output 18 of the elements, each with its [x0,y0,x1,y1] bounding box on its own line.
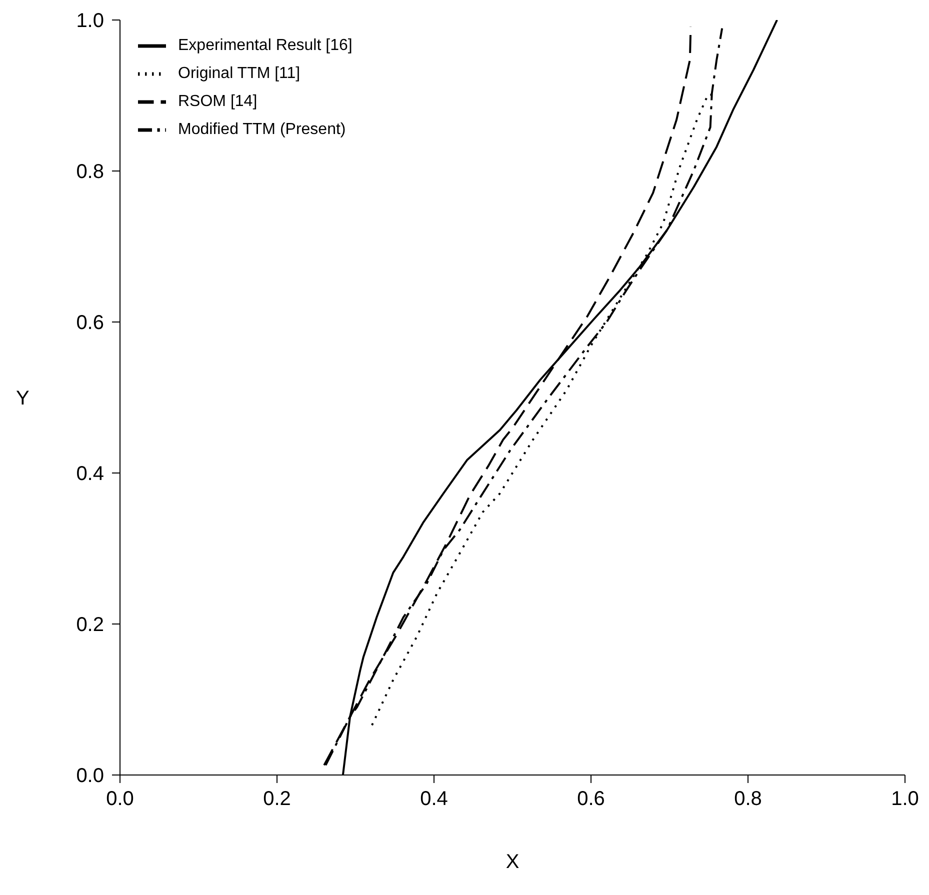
x-tick-label: 0.8 [734,788,762,810]
legend-label: RSOM [14] [178,93,258,110]
y-axis-title: Y [16,388,30,410]
y-tick-label: 1.0 [76,10,104,32]
x-axis-title: X [506,851,520,873]
y-tick-label: 0.8 [76,161,104,184]
legend-label: Modified TTM (Present) [178,121,346,138]
x-tick-label: 0.2 [263,788,291,810]
y-tick-label: 0.4 [76,463,104,486]
y-tick-label: 0.6 [76,312,104,334]
x-tick-label: 0.0 [106,788,134,810]
legend-label: Original TTM [11] [178,65,300,82]
legend-label: Experimental Result [16] [178,37,352,54]
x-tick-label: 0.6 [577,788,605,810]
y-tick-label: 0.2 [76,614,104,636]
y-tick-label: 0.0 [76,765,104,788]
x-tick-label: 0.4 [420,788,448,810]
x-tick-label: 1.0 [891,788,919,810]
